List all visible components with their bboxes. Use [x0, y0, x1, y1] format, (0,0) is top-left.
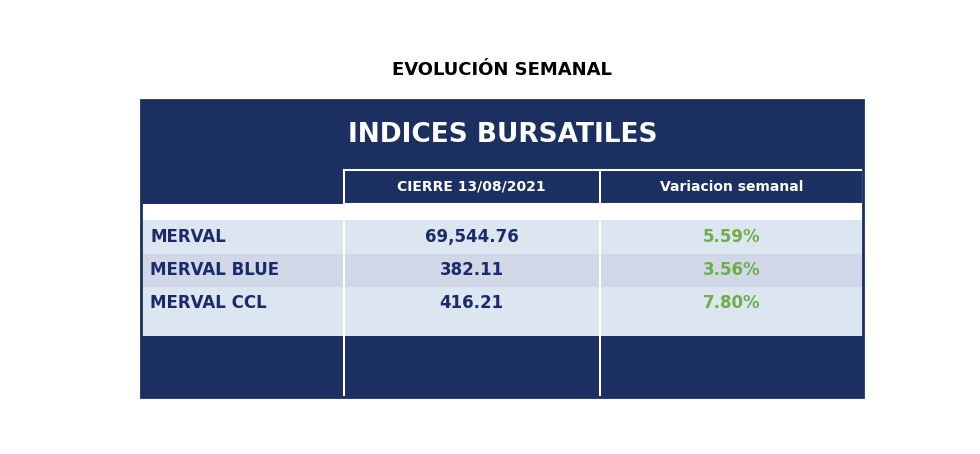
Bar	[141, 204, 863, 220]
Text: 382.11: 382.11	[439, 261, 504, 279]
Text: CIERRE 13/08/2021: CIERRE 13/08/2021	[397, 180, 546, 194]
Text: INDICES BURSATILES: INDICES BURSATILES	[348, 122, 657, 148]
Text: 416.21: 416.21	[439, 295, 504, 312]
Text: MERVAL: MERVAL	[150, 228, 226, 246]
Text: 69,544.76: 69,544.76	[424, 228, 518, 246]
Bar	[344, 170, 863, 204]
Bar	[141, 287, 863, 320]
Bar	[141, 253, 863, 287]
Text: EVOLUCIÓN SEMANAL: EVOLUCIÓN SEMANAL	[392, 61, 612, 79]
Text: 5.59%: 5.59%	[703, 228, 760, 246]
Bar	[141, 220, 863, 253]
Bar	[141, 100, 863, 170]
Text: Variacion semanal: Variacion semanal	[660, 180, 803, 194]
Text: MERVAL CCL: MERVAL CCL	[150, 295, 267, 312]
Text: 7.80%: 7.80%	[703, 295, 760, 312]
Text: MERVAL BLUE: MERVAL BLUE	[150, 261, 279, 279]
Bar	[141, 320, 863, 336]
Bar	[141, 170, 344, 204]
Bar	[141, 100, 863, 397]
Bar	[141, 336, 863, 397]
Text: 3.56%: 3.56%	[703, 261, 760, 279]
